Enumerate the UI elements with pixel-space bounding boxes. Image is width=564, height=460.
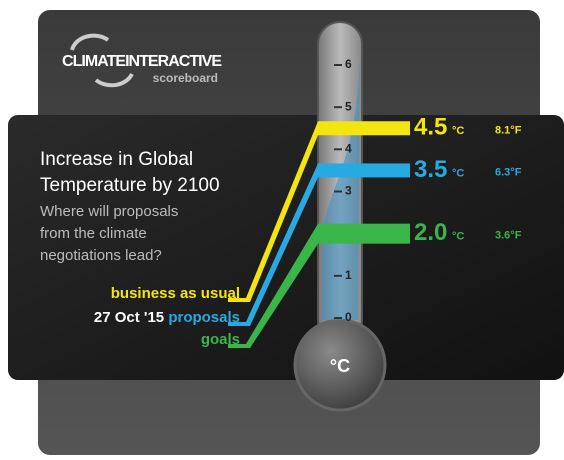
temperature-band	[318, 121, 410, 135]
infographic: CLIMATEINTERACTIVE scoreboard Increase i…	[0, 0, 564, 460]
subtitle: from the climate	[40, 225, 147, 242]
tick-label: 5	[345, 99, 352, 113]
brand-name: CLIMATEINTERACTIVE	[62, 53, 222, 70]
value-label: 4.5	[414, 114, 447, 141]
legend-date: 27 Oct '15	[94, 309, 164, 326]
temperature-band	[318, 163, 410, 177]
legend-name: goals	[201, 331, 240, 348]
subtitle: negotiations lead?	[40, 247, 162, 264]
value-label: 3.5	[414, 156, 447, 183]
temperature-band	[318, 224, 410, 244]
fahrenheit-label: 6.3°F	[495, 166, 522, 178]
fahrenheit-value: 3.6	[495, 230, 510, 242]
brand-product: scoreboard	[153, 71, 218, 85]
unit-c: °C	[452, 125, 464, 137]
legend-entry: 27 Oct '15 proposals	[94, 309, 240, 326]
subtitle: Where will proposals	[40, 203, 178, 220]
tick-label: 4	[345, 142, 352, 156]
tick-label: 3	[345, 184, 352, 198]
legend-entry: business as usual	[111, 285, 240, 302]
unit-c: °C	[452, 167, 464, 179]
fahrenheit-unit: °F	[510, 230, 521, 242]
tick-label: 0	[345, 310, 352, 324]
tick-label: 1	[345, 268, 352, 282]
fahrenheit-unit: °F	[510, 124, 521, 136]
bulb-label: °C	[330, 356, 350, 376]
fahrenheit-label: 3.6°F	[495, 230, 522, 242]
unit-c: °C	[452, 231, 464, 243]
fahrenheit-value: 8.1	[495, 124, 510, 136]
legend-name: proposals	[168, 309, 240, 326]
legend-entry: goals	[201, 331, 240, 348]
fahrenheit-unit: °F	[510, 166, 521, 178]
value-label: 2.0	[414, 219, 447, 246]
fahrenheit-label: 8.1°F	[495, 124, 522, 136]
tick-label: 6	[345, 57, 352, 71]
legend-name: business as usual	[111, 285, 240, 302]
fahrenheit-value: 6.3	[495, 166, 510, 178]
